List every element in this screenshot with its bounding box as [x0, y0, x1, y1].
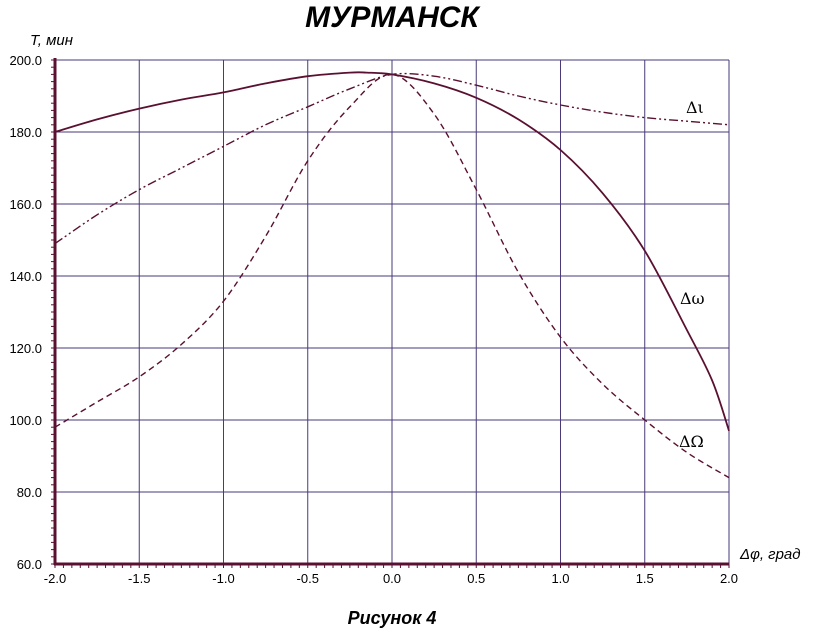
y-tick-label-3: 120.0: [9, 341, 42, 356]
x-tick-label-4: 0.0: [383, 571, 401, 586]
x-tick-label-2: -1.0: [212, 571, 234, 586]
y-tick-label-7: 200.0: [9, 53, 42, 68]
x-tick-label-6: 1.0: [551, 571, 569, 586]
series-label-1: Δω: [680, 289, 705, 308]
series-label-2: ΔΩ: [679, 432, 704, 451]
x-tick-label-3: -0.5: [297, 571, 319, 586]
y-axis-label: T, мин: [30, 32, 73, 49]
y-tick-label-0: 60.0: [17, 557, 42, 572]
x-tick-label-7: 1.5: [636, 571, 654, 586]
series-line-2: [54, 73, 730, 479]
y-tick-label-6: 180.0: [9, 125, 42, 140]
x-axis-label: Δφ, град: [739, 546, 801, 563]
series-label-0: Δι: [686, 98, 704, 117]
x-tick-labels: -2.0 -1.5 -1.0 -0.5 0.0 0.5 1.0 1.5 2.0: [44, 571, 738, 586]
figure-caption: Рисунок 4: [348, 608, 437, 628]
grid: [54, 59, 730, 565]
x-tick-label-1: -1.5: [128, 571, 150, 586]
series-labels: Δι Δω ΔΩ: [679, 98, 705, 451]
y-tick-labels: 60.0 80.0 100.0 120.0 140.0 160.0 180.0 200.0: [9, 53, 42, 572]
y-tick-label-2: 100.0: [9, 413, 42, 428]
axes: [53, 58, 729, 566]
series-group: [54, 71, 730, 479]
y-tick-label-4: 140.0: [9, 269, 42, 284]
x-tick-label-0: -2.0: [44, 571, 66, 586]
y-tick-label-5: 160.0: [9, 197, 42, 212]
x-tick-label-5: 0.5: [467, 571, 485, 586]
x-tick-label-8: 2.0: [720, 571, 738, 586]
y-tick-label-1: 80.0: [17, 485, 42, 500]
chart-title: МУРМАНСК: [305, 1, 481, 34]
